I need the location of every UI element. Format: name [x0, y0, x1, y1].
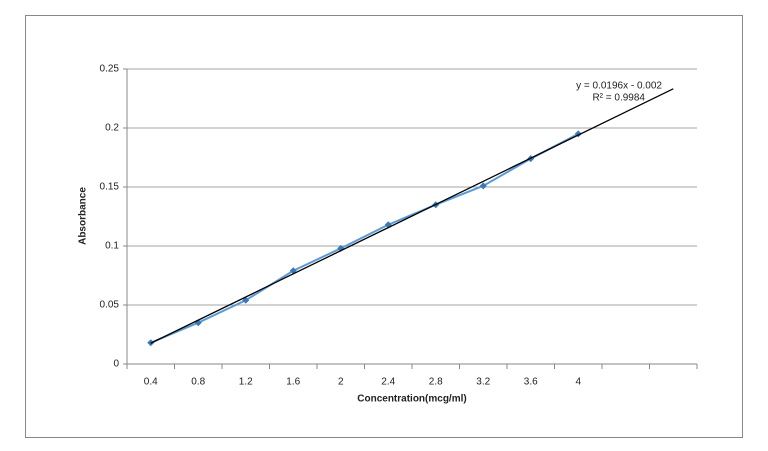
y-tick-label: 0.05	[100, 300, 120, 311]
y-tick-label: 0.25	[100, 64, 120, 75]
trendline-r-squared: R² = 0.9984	[592, 93, 645, 104]
x-tick-label: 4	[575, 377, 581, 388]
trendline-equation: y = 0.0196x - 0.002	[576, 81, 662, 92]
x-tick-label: 0.8	[191, 377, 205, 388]
y-tick-label: 0.15	[100, 182, 120, 193]
x-tick-label: 1.2	[239, 377, 253, 388]
y-tick-label: 0.1	[105, 241, 119, 252]
y-axis-label: Absorbance	[78, 187, 89, 245]
data-line	[150, 133, 579, 344]
x-tick-label: 3.2	[476, 377, 490, 388]
x-tick-label: 2	[338, 377, 344, 388]
trendline	[150, 88, 674, 344]
x-tick-label: 3.6	[524, 377, 538, 388]
x-axis-label: Concentration(mcg/ml)	[357, 394, 466, 405]
y-tick-label: 0.2	[105, 123, 119, 134]
data-marker	[479, 182, 487, 190]
x-tick-label: 0.4	[144, 377, 158, 388]
x-tick-label: 2.8	[429, 377, 443, 388]
x-tick-label: 1.6	[286, 377, 300, 388]
y-tick-label: 0	[113, 359, 119, 370]
x-tick-label: 2.4	[381, 377, 395, 388]
